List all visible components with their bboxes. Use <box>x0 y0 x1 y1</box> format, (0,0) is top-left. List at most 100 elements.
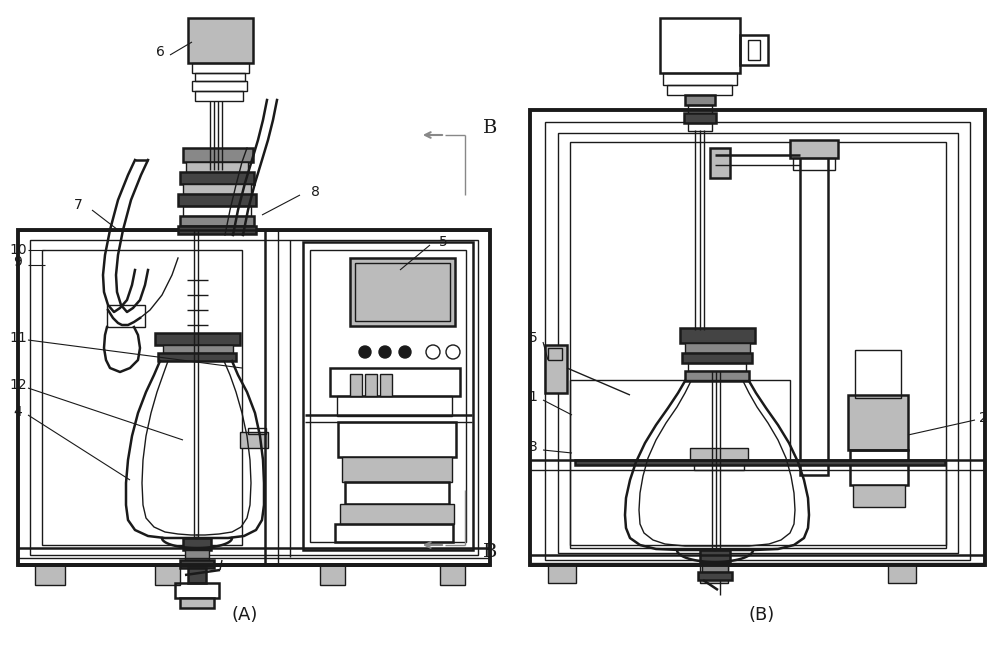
Bar <box>345 482 449 504</box>
Bar <box>186 162 248 172</box>
Text: 5: 5 <box>529 331 537 345</box>
Bar <box>570 460 946 548</box>
Bar <box>710 148 730 178</box>
Bar <box>155 333 240 345</box>
Bar <box>240 432 268 448</box>
Bar <box>800 145 828 475</box>
Bar <box>310 250 466 542</box>
Bar <box>688 363 746 371</box>
Bar <box>694 462 744 470</box>
Bar <box>700 565 728 583</box>
Bar <box>848 395 908 450</box>
Bar <box>682 353 752 363</box>
Bar <box>195 91 243 101</box>
Bar <box>685 371 749 381</box>
Bar <box>350 258 455 326</box>
Bar <box>790 140 838 158</box>
Bar <box>335 524 453 542</box>
Bar <box>888 565 916 583</box>
Bar <box>748 40 760 60</box>
Bar <box>175 583 219 598</box>
Text: 8: 8 <box>311 185 319 199</box>
Bar <box>440 565 465 585</box>
Text: 6: 6 <box>156 45 164 59</box>
Bar <box>855 350 901 398</box>
Bar <box>320 565 345 585</box>
Bar <box>192 81 247 91</box>
Bar <box>850 450 908 485</box>
Text: 9: 9 <box>14 255 22 269</box>
Bar <box>340 504 454 524</box>
Text: B: B <box>483 119 497 137</box>
Bar <box>663 73 737 85</box>
Bar <box>178 226 256 234</box>
Bar <box>183 148 253 162</box>
Bar <box>30 240 478 555</box>
Bar <box>558 133 958 553</box>
Bar <box>575 460 945 465</box>
Bar <box>380 374 392 396</box>
Bar <box>188 568 206 583</box>
Bar <box>342 457 452 482</box>
Bar <box>545 345 567 393</box>
Bar <box>180 172 254 184</box>
Bar <box>155 565 180 585</box>
Bar <box>338 422 456 457</box>
Bar <box>183 184 251 194</box>
Text: 5: 5 <box>439 235 447 249</box>
Bar <box>180 216 254 226</box>
Bar <box>700 550 730 562</box>
Text: B: B <box>483 543 497 561</box>
Bar <box>192 63 249 73</box>
Bar <box>178 194 256 206</box>
Bar <box>667 85 732 95</box>
Circle shape <box>399 346 411 358</box>
Text: (B): (B) <box>749 606 775 624</box>
Bar <box>688 105 712 113</box>
Bar <box>853 485 905 507</box>
Circle shape <box>379 346 391 358</box>
Bar <box>180 560 214 568</box>
Text: 1: 1 <box>529 390 537 404</box>
Bar <box>793 158 835 170</box>
Text: (A): (A) <box>232 606 258 624</box>
Text: 12: 12 <box>9 378 27 392</box>
Bar <box>355 263 450 321</box>
Bar <box>18 230 490 565</box>
Bar <box>183 538 211 550</box>
Bar <box>350 374 362 396</box>
Bar <box>660 18 740 73</box>
Text: 2: 2 <box>979 411 987 425</box>
Text: 7: 7 <box>74 198 82 212</box>
Bar <box>337 396 452 416</box>
Bar <box>180 598 214 608</box>
Bar <box>740 35 768 65</box>
Bar <box>570 380 790 460</box>
Bar <box>42 250 242 545</box>
Bar <box>365 374 377 396</box>
Bar <box>684 113 716 123</box>
Circle shape <box>359 346 371 358</box>
Bar <box>158 353 236 361</box>
Bar <box>680 328 755 343</box>
Bar <box>163 345 233 353</box>
Bar <box>548 348 562 360</box>
Bar <box>183 206 251 216</box>
Bar <box>685 343 750 353</box>
Bar <box>330 368 460 396</box>
Bar <box>530 110 985 565</box>
Bar <box>548 565 576 583</box>
Text: 4: 4 <box>14 405 22 419</box>
Bar <box>248 428 266 434</box>
Bar <box>545 122 970 560</box>
Bar <box>35 565 65 585</box>
Text: 10: 10 <box>9 243 27 257</box>
Text: 11: 11 <box>9 331 27 345</box>
Text: 3: 3 <box>529 440 537 454</box>
Bar <box>685 95 715 105</box>
Bar <box>107 305 145 327</box>
Bar <box>702 562 728 572</box>
Bar <box>698 572 732 580</box>
Bar <box>688 123 712 131</box>
Bar <box>195 73 245 81</box>
